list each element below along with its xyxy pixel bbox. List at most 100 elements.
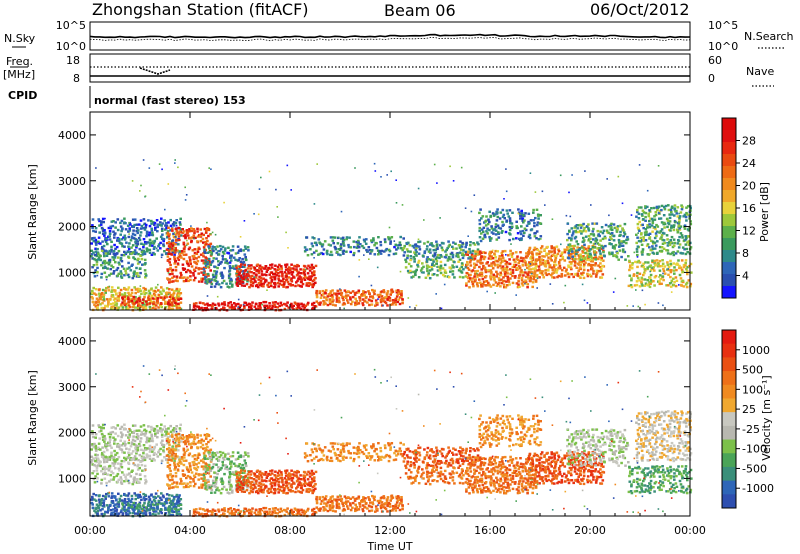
echo-cell	[599, 239, 602, 242]
echo-cell	[508, 262, 512, 266]
echo-cell	[677, 246, 681, 249]
echo-cell	[257, 278, 260, 281]
echo-cell	[329, 236, 333, 239]
echo-cell	[651, 219, 655, 222]
echo-outlier	[611, 234, 613, 237]
echo-cell	[236, 277, 240, 280]
echo-cell	[607, 231, 610, 235]
echo-cell	[281, 280, 285, 283]
echo-cell	[291, 270, 295, 274]
echo-cell	[527, 249, 531, 252]
echo-cell	[143, 428, 147, 431]
echo-cell	[504, 286, 508, 289]
echo-cell	[466, 266, 470, 270]
echo-cell	[608, 251, 611, 254]
echo-cell	[169, 473, 172, 476]
echo-cell	[136, 231, 140, 235]
echo-cell	[129, 499, 132, 503]
echo-cell	[592, 269, 595, 273]
echo-cell	[143, 447, 147, 450]
echo-cell	[206, 261, 210, 264]
echo-cell	[196, 433, 199, 436]
echo-cell	[530, 250, 534, 254]
echo-cell	[642, 211, 646, 214]
echo-cell	[202, 255, 205, 258]
echo-cell	[199, 446, 203, 449]
echo-cell	[110, 286, 114, 289]
echo-cell	[229, 249, 233, 252]
echo-cell	[179, 498, 183, 501]
echo-cell	[684, 259, 688, 262]
echo-cell	[266, 268, 269, 271]
echo-cell	[200, 267, 204, 270]
echo-cell	[679, 232, 683, 235]
echo-cell	[189, 481, 192, 484]
echo-cell	[321, 289, 325, 293]
echo-cell	[650, 207, 653, 210]
echo-cell	[548, 266, 551, 269]
echo-cell	[157, 293, 161, 297]
echo-cell	[474, 252, 477, 255]
echo-cell	[151, 244, 154, 247]
echo-cell	[288, 269, 292, 272]
echo-cell	[117, 501, 120, 504]
echo-cell	[142, 504, 145, 507]
echo-cell	[570, 267, 573, 271]
echo-cell	[649, 264, 653, 267]
echo-cell	[130, 225, 134, 228]
echo-cell	[425, 260, 429, 263]
echo-cell	[579, 253, 582, 256]
echo-cell	[385, 247, 388, 251]
echo-cell	[142, 290, 146, 293]
echo-cell	[92, 264, 96, 267]
echo-cell	[131, 251, 135, 254]
echo-cell	[130, 431, 134, 434]
echo-cell	[363, 240, 366, 243]
echo-cell	[97, 236, 101, 239]
echo-cell	[469, 241, 472, 244]
echo-cell	[204, 470, 208, 474]
echo-cell	[159, 235, 163, 238]
echo-cell	[209, 263, 213, 266]
echo-cell	[250, 281, 254, 284]
echo-outlier	[464, 251, 467, 254]
echo-cell	[326, 295, 330, 298]
echo-cell	[315, 300, 319, 303]
echo-outlier	[549, 283, 552, 285]
echo-cell	[315, 293, 319, 296]
echo-cell	[333, 245, 337, 249]
echo-cell	[578, 260, 581, 263]
echo-cell	[617, 258, 620, 261]
echo-cell	[581, 251, 585, 254]
echo-cell	[120, 293, 124, 296]
echo-cell	[602, 229, 606, 232]
echo-cell	[295, 269, 299, 273]
echo-cell	[499, 273, 503, 276]
echo-cell	[648, 276, 652, 280]
echo-cell	[646, 226, 649, 229]
echo-cell	[530, 255, 533, 259]
echo-cell	[108, 230, 112, 233]
echo-cell	[129, 445, 133, 448]
echo-cell	[115, 304, 118, 307]
echo-outlier	[420, 271, 423, 274]
echo-outlier	[534, 191, 537, 193]
echo-cell	[122, 460, 126, 463]
echo-cell	[271, 304, 274, 307]
echo-cell	[612, 254, 615, 258]
echo-cell	[177, 464, 181, 468]
echo-cell	[214, 306, 218, 310]
y-tick-label: 4000	[58, 129, 86, 142]
echo-cell	[146, 456, 149, 459]
echo-cell	[203, 433, 207, 437]
echo-cell	[545, 254, 548, 257]
echo-cell	[669, 259, 672, 263]
echo-cell	[109, 513, 113, 516]
echo-cell	[667, 266, 671, 269]
echo-cell	[211, 305, 214, 308]
echo-cell	[178, 494, 181, 497]
echo-cell	[539, 262, 542, 265]
echo-cell	[571, 245, 574, 248]
echo-cell	[105, 481, 108, 485]
echo-cell	[99, 509, 102, 512]
